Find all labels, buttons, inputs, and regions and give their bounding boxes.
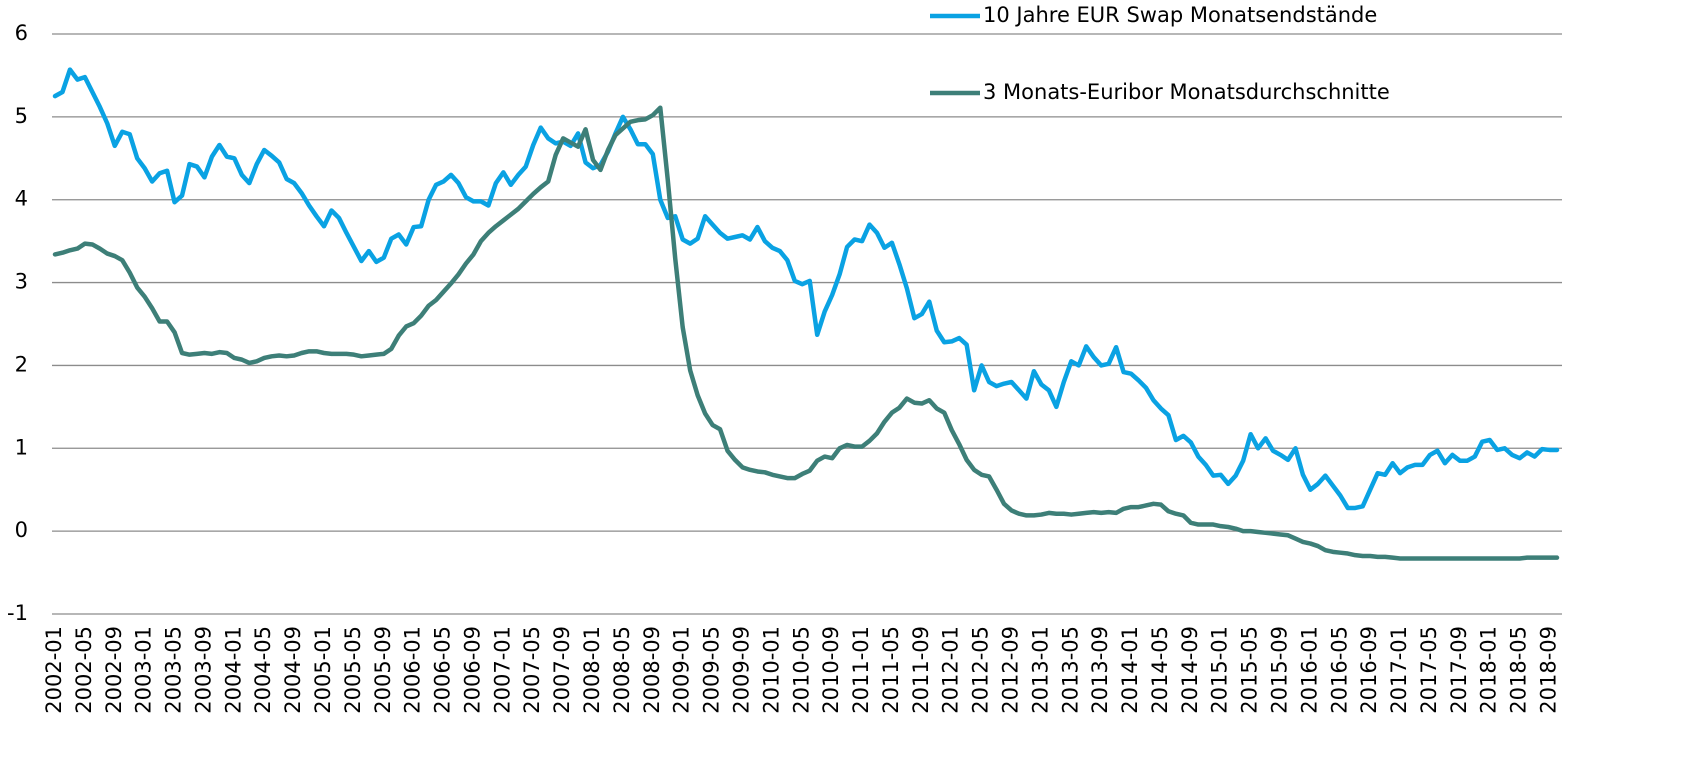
x-tick-label: 2004-05 [251, 626, 275, 714]
x-tick-label: 2015-05 [1238, 626, 1262, 714]
x-tick-label: 2014-09 [1178, 626, 1202, 714]
x-tick-label: 2008-01 [580, 626, 604, 714]
y-tick-label: 2 [15, 352, 28, 376]
x-tick-label: 2014-01 [1118, 626, 1142, 714]
x-tick-label: 2006-05 [431, 626, 455, 714]
x-tick-label: 2006-09 [460, 626, 484, 714]
x-tick-label: 2003-01 [132, 626, 156, 714]
x-tick-label: 2017-05 [1417, 626, 1441, 714]
x-tick-label: 2004-01 [221, 626, 245, 714]
x-tick-label: 2005-05 [341, 626, 365, 714]
x-tick-label: 2013-05 [1058, 626, 1082, 714]
x-tick-label: 2015-01 [1208, 626, 1232, 714]
line-series [52, 105, 1560, 561]
x-tick-label: 2016-01 [1297, 626, 1321, 714]
x-tick-label: 2013-01 [1028, 626, 1052, 714]
x-tick-label: 2003-09 [191, 626, 215, 714]
legend-label: 10 Jahre EUR Swap Monatsendstände [983, 3, 1377, 27]
x-tick-label: 2012-09 [998, 626, 1022, 714]
x-tick-label: 2010-09 [819, 626, 843, 714]
x-tick-label: 2003-05 [162, 626, 186, 714]
x-tick-label: 2007-05 [520, 626, 544, 714]
y-tick-label: 4 [15, 187, 28, 211]
x-tick-label: 2002-09 [102, 626, 126, 714]
x-tick-label: 2012-05 [969, 626, 993, 714]
x-tick-label: 2009-05 [700, 626, 724, 714]
x-tick-label: 2010-01 [759, 626, 783, 714]
x-tick-label: 2009-01 [670, 626, 694, 714]
x-tick-label: 2017-09 [1447, 626, 1471, 714]
y-tick-label: 0 [15, 518, 28, 542]
x-tick-label: 2015-09 [1268, 626, 1292, 714]
x-tick-label: 2011-01 [849, 626, 873, 714]
x-tick-label: 2018-01 [1477, 626, 1501, 714]
x-tick-label: 2011-05 [879, 626, 903, 714]
x-tick-label: 2013-09 [1088, 626, 1112, 714]
x-tick-label: 2018-09 [1537, 626, 1561, 714]
x-tick-label: 2006-01 [401, 626, 425, 714]
x-tick-label: 2005-09 [371, 626, 395, 714]
x-tick-label: 2002-05 [72, 626, 96, 714]
x-tick-label: 2010-05 [789, 626, 813, 714]
y-tick-label: -1 [7, 601, 28, 625]
y-tick-label: 1 [15, 435, 28, 459]
x-tick-label: 2014-05 [1148, 626, 1172, 714]
y-tick-label: 6 [15, 21, 28, 45]
x-tick-label: 2011-09 [909, 626, 933, 714]
x-tick-label: 2004-09 [281, 626, 305, 714]
legend-label: 3 Monats-Euribor Monatsdurchschnitte [983, 80, 1390, 104]
x-tick-label: 2002-01 [42, 626, 66, 714]
x-tick-label: 2017-01 [1387, 626, 1411, 714]
y-tick-label: 3 [15, 270, 28, 294]
x-tick-label: 2005-01 [311, 626, 335, 714]
x-tick-label: 2009-09 [729, 626, 753, 714]
x-tick-label: 2016-09 [1357, 626, 1381, 714]
x-tick-label: 2008-09 [640, 626, 664, 714]
line-series [52, 67, 1560, 511]
x-tick-label: 2007-09 [550, 626, 574, 714]
x-tick-label: 2008-05 [610, 626, 634, 714]
x-tick-label: 2012-01 [939, 626, 963, 714]
x-tick-label: 2018-05 [1507, 626, 1531, 714]
x-tick-label: 2007-01 [490, 626, 514, 714]
x-tick-label: 2016-05 [1327, 626, 1351, 714]
y-tick-label: 5 [15, 104, 28, 128]
